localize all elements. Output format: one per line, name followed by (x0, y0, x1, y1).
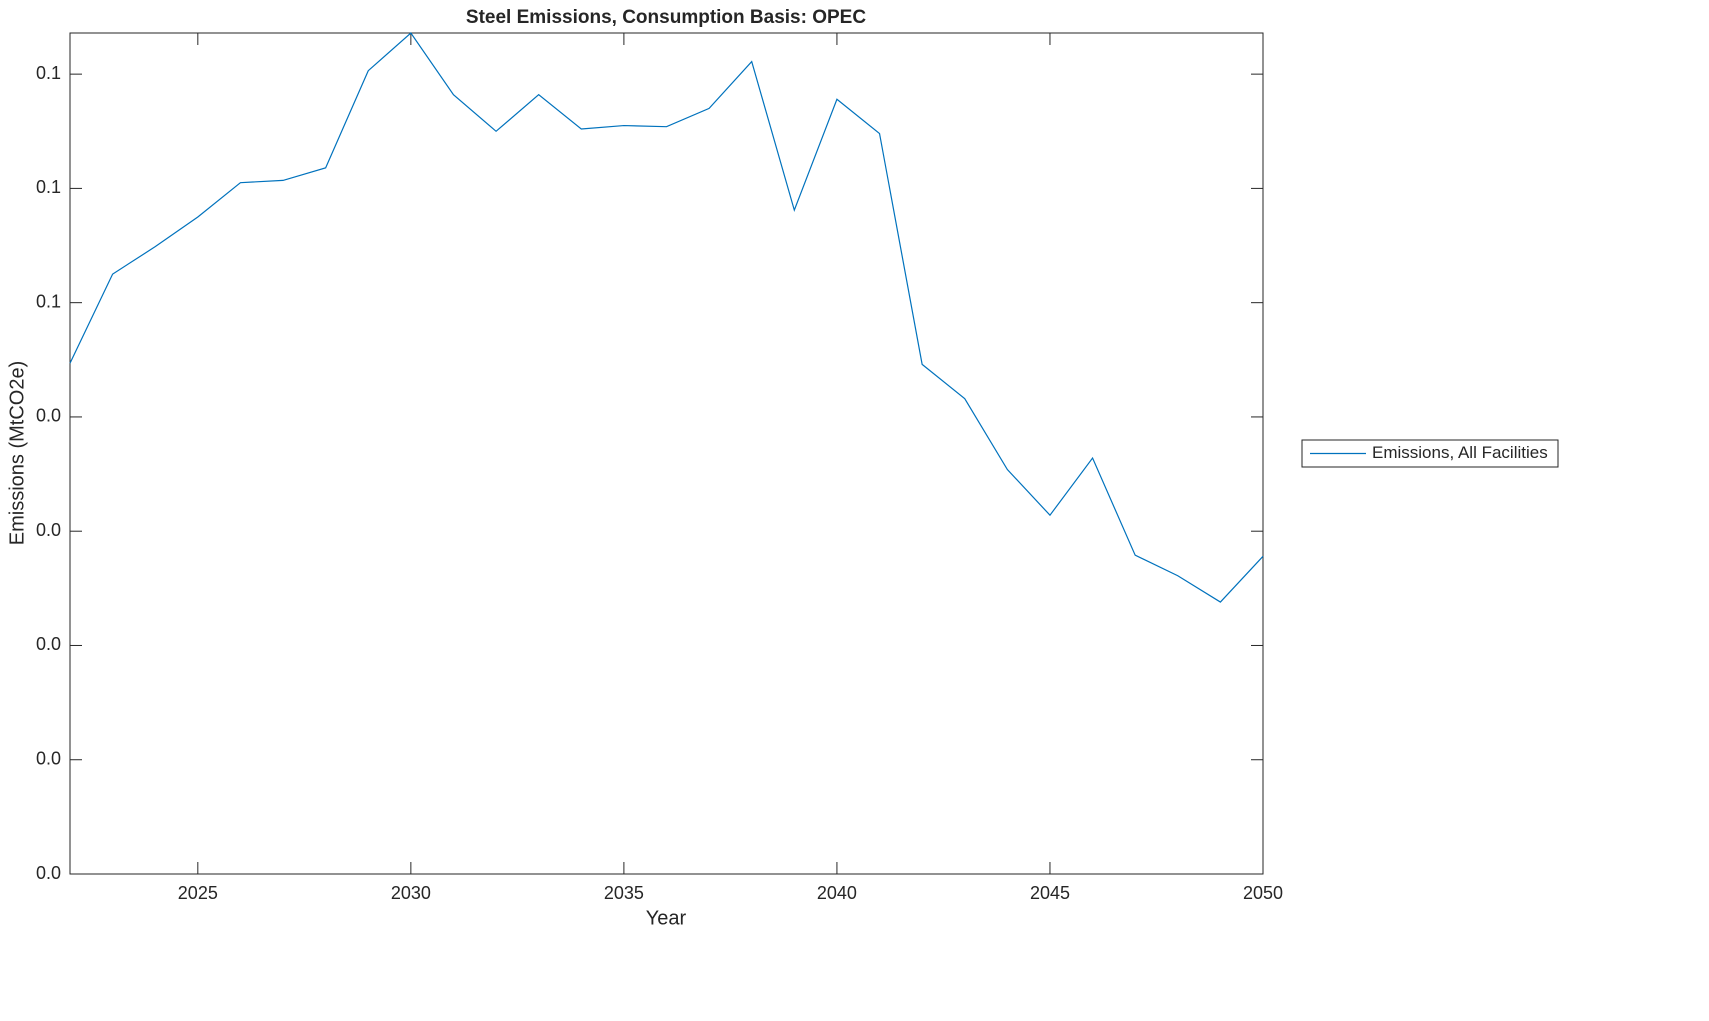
y-tick-label: 0.1 (36, 177, 61, 197)
x-tick-label: 2040 (817, 883, 857, 903)
chart-title: Steel Emissions, Consumption Basis: OPEC (466, 7, 866, 28)
y-axis-label: Emissions (MtCO2e) (6, 361, 28, 545)
y-tick-label: 0.0 (36, 748, 61, 768)
y-tick-label: 0.0 (36, 634, 61, 654)
x-tick-label: 2035 (604, 883, 644, 903)
x-tick-label: 2045 (1030, 883, 1070, 903)
y-tick-label: 0.0 (36, 863, 61, 883)
y-tick-label: 0.0 (36, 406, 61, 426)
axes-box (69, 32, 1264, 875)
y-tick-label: 0.1 (36, 291, 61, 311)
legend-label: Emissions, All Facilities (1372, 443, 1548, 462)
x-axis-label: Year (646, 907, 687, 929)
x-tick-label: 2030 (391, 883, 431, 903)
y-tick-label: 0.0 (36, 520, 61, 540)
data-line (69, 32, 1264, 603)
y-tick-label: 0.1 (36, 63, 61, 83)
x-tick-label: 2025 (178, 883, 218, 903)
x-tick-label: 2050 (1243, 883, 1283, 903)
